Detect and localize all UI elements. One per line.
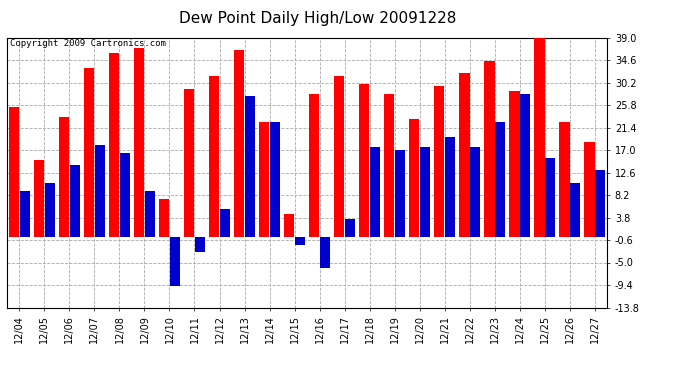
Bar <box>584 142 595 237</box>
Bar <box>409 119 420 237</box>
Bar <box>520 94 531 237</box>
Bar <box>195 237 205 252</box>
Bar <box>270 122 280 237</box>
Bar <box>595 171 605 237</box>
Bar <box>309 94 319 237</box>
Bar <box>384 94 395 237</box>
Bar <box>295 237 305 244</box>
Text: Copyright 2009 Cartronics.com: Copyright 2009 Cartronics.com <box>10 39 166 48</box>
Bar <box>259 122 269 237</box>
Bar <box>319 237 331 268</box>
Bar <box>570 183 580 237</box>
Bar <box>370 147 380 237</box>
Bar <box>134 48 144 237</box>
Bar <box>559 122 569 237</box>
Bar <box>359 84 369 237</box>
Bar <box>534 38 544 237</box>
Bar <box>545 158 555 237</box>
Bar <box>445 137 455 237</box>
Bar <box>434 86 444 237</box>
Bar <box>219 209 230 237</box>
Bar <box>334 76 344 237</box>
Bar <box>170 237 180 285</box>
Bar <box>34 160 44 237</box>
Bar <box>95 145 105 237</box>
Bar <box>470 147 480 237</box>
Bar <box>234 50 244 237</box>
Bar <box>495 122 505 237</box>
Bar <box>19 191 30 237</box>
Bar <box>484 60 495 237</box>
Text: Dew Point Daily High/Low 20091228: Dew Point Daily High/Low 20091228 <box>179 11 456 26</box>
Bar <box>9 106 19 237</box>
Bar <box>45 183 55 237</box>
Bar <box>345 219 355 237</box>
Bar <box>184 88 195 237</box>
Bar <box>119 153 130 237</box>
Bar <box>395 150 405 237</box>
Bar <box>284 214 295 237</box>
Bar <box>209 76 219 237</box>
Bar <box>159 199 169 237</box>
Bar <box>83 68 95 237</box>
Bar <box>420 147 431 237</box>
Bar <box>145 191 155 237</box>
Bar <box>59 117 69 237</box>
Bar <box>459 73 469 237</box>
Bar <box>109 53 119 237</box>
Bar <box>70 165 80 237</box>
Bar <box>245 96 255 237</box>
Bar <box>509 91 520 237</box>
